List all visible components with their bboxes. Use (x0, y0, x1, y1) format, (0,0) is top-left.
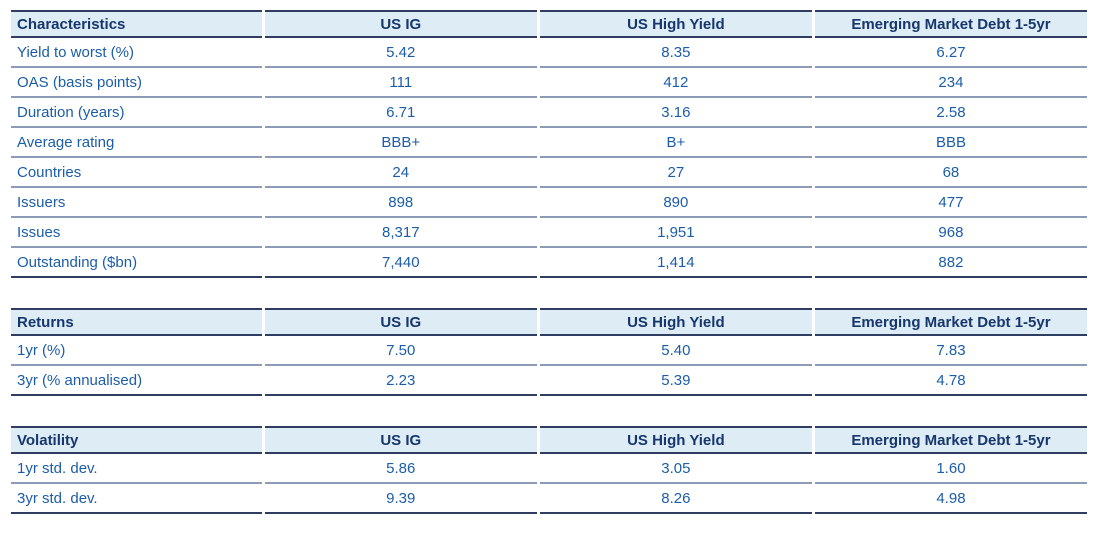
cell-value: 7,440 (264, 248, 537, 278)
table-row: 1yr std. dev. 5.86 3.05 1.60 (11, 454, 1087, 484)
row-label: Issues (11, 218, 262, 248)
characteristics-table: Characteristics US IG US High Yield Emer… (8, 10, 1090, 278)
cell-value: 5.39 (539, 366, 812, 396)
cell-value: BBB+ (264, 128, 537, 158)
cell-value: 1,951 (539, 218, 812, 248)
column-header-us-high-yield: US High Yield (539, 10, 812, 38)
cell-value: 412 (539, 68, 812, 98)
cell-value: 68 (814, 158, 1087, 188)
cell-value: 5.86 (264, 454, 537, 484)
column-header-em-debt: Emerging Market Debt 1-5yr (814, 426, 1087, 454)
returns-table: Returns US IG US High Yield Emerging Mar… (8, 308, 1090, 396)
row-label: OAS (basis points) (11, 68, 262, 98)
volatility-table: Volatility US IG US High Yield Emerging … (8, 426, 1090, 514)
table-row: 1yr (%) 7.50 5.40 7.83 (11, 336, 1087, 366)
cell-value: 898 (264, 188, 537, 218)
table-section-title: Volatility (11, 426, 262, 454)
table-row: Outstanding ($bn) 7,440 1,414 882 (11, 248, 1087, 278)
table-row: Average rating BBB+ B+ BBB (11, 128, 1087, 158)
table-section-title: Characteristics (11, 10, 262, 38)
column-header-us-ig: US IG (264, 426, 537, 454)
row-label: 3yr std. dev. (11, 484, 262, 514)
cell-value: BBB (814, 128, 1087, 158)
cell-value: 6.27 (814, 38, 1087, 68)
column-header-us-high-yield: US High Yield (539, 308, 812, 336)
cell-value: 968 (814, 218, 1087, 248)
cell-value: 477 (814, 188, 1087, 218)
row-label: 1yr (%) (11, 336, 262, 366)
page: Characteristics US IG US High Yield Emer… (8, 10, 1090, 514)
cell-value: 111 (264, 68, 537, 98)
cell-value: 1.60 (814, 454, 1087, 484)
cell-value: 7.83 (814, 336, 1087, 366)
table-row: 3yr (% annualised) 2.23 5.39 4.78 (11, 366, 1087, 396)
cell-value: 4.98 (814, 484, 1087, 514)
cell-value: 3.05 (539, 454, 812, 484)
row-label: Issuers (11, 188, 262, 218)
table-row: 3yr std. dev. 9.39 8.26 4.98 (11, 484, 1087, 514)
cell-value: 2.58 (814, 98, 1087, 128)
row-label: Outstanding ($bn) (11, 248, 262, 278)
cell-value: 9.39 (264, 484, 537, 514)
column-header-em-debt: Emerging Market Debt 1-5yr (814, 308, 1087, 336)
volatility-header-row: Volatility US IG US High Yield Emerging … (11, 426, 1087, 454)
cell-value: 24 (264, 158, 537, 188)
cell-value: 5.40 (539, 336, 812, 366)
cell-value: 234 (814, 68, 1087, 98)
cell-value: 6.71 (264, 98, 537, 128)
table-row: Duration (years) 6.71 3.16 2.58 (11, 98, 1087, 128)
cell-value: 5.42 (264, 38, 537, 68)
table-row: Yield to worst (%) 5.42 8.35 6.27 (11, 38, 1087, 68)
cell-value: 890 (539, 188, 812, 218)
column-header-us-ig: US IG (264, 308, 537, 336)
row-label: Yield to worst (%) (11, 38, 262, 68)
cell-value: 2.23 (264, 366, 537, 396)
cell-value: B+ (539, 128, 812, 158)
table-row: Issues 8,317 1,951 968 (11, 218, 1087, 248)
cell-value: 27 (539, 158, 812, 188)
row-label: 1yr std. dev. (11, 454, 262, 484)
row-label: 3yr (% annualised) (11, 366, 262, 396)
cell-value: 1,414 (539, 248, 812, 278)
column-header-em-debt: Emerging Market Debt 1-5yr (814, 10, 1087, 38)
column-header-us-ig: US IG (264, 10, 537, 38)
table-row: Countries 24 27 68 (11, 158, 1087, 188)
column-header-us-high-yield: US High Yield (539, 426, 812, 454)
row-label: Average rating (11, 128, 262, 158)
cell-value: 8.26 (539, 484, 812, 514)
cell-value: 3.16 (539, 98, 812, 128)
cell-value: 8,317 (264, 218, 537, 248)
characteristics-header-row: Characteristics US IG US High Yield Emer… (11, 10, 1087, 38)
cell-value: 8.35 (539, 38, 812, 68)
row-label: Countries (11, 158, 262, 188)
table-section-title: Returns (11, 308, 262, 336)
table-row: Issuers 898 890 477 (11, 188, 1087, 218)
cell-value: 7.50 (264, 336, 537, 366)
cell-value: 882 (814, 248, 1087, 278)
row-label: Duration (years) (11, 98, 262, 128)
table-row: OAS (basis points) 111 412 234 (11, 68, 1087, 98)
cell-value: 4.78 (814, 366, 1087, 396)
returns-header-row: Returns US IG US High Yield Emerging Mar… (11, 308, 1087, 336)
